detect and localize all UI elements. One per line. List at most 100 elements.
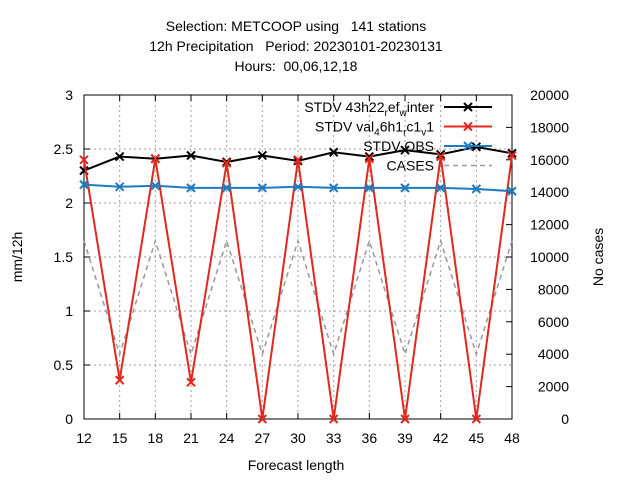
y2-tick-label: 2000 <box>538 379 569 395</box>
marker-stroke <box>150 181 161 191</box>
marker-stroke <box>328 147 339 157</box>
data-point <box>507 148 517 159</box>
x-axis-label: Forecast length <box>248 457 345 473</box>
x-tick-label: 21 <box>183 430 199 446</box>
data-point <box>257 150 268 161</box>
x-tick-label: 48 <box>504 430 520 446</box>
data-point <box>471 414 482 424</box>
grid <box>84 95 512 419</box>
marker-stroke <box>150 154 161 164</box>
data-point <box>114 182 125 192</box>
y-tick-label: 3 <box>65 87 73 103</box>
data-point <box>257 183 268 193</box>
series-group <box>79 142 517 424</box>
marker-stroke <box>435 183 446 193</box>
legend-label: STDV OBS <box>363 138 434 154</box>
series-stdv-obs <box>79 179 517 196</box>
marker-stroke <box>507 150 517 161</box>
data-point <box>400 145 410 155</box>
marker-stroke <box>364 183 375 193</box>
data-point <box>293 155 303 165</box>
data-point <box>293 182 303 192</box>
marker-stroke <box>463 121 473 132</box>
marker-stroke <box>79 179 89 190</box>
data-point <box>328 414 339 424</box>
marker-stroke <box>257 414 268 424</box>
data-point <box>186 150 196 161</box>
marker-stroke <box>186 183 196 193</box>
legend-marker <box>463 102 473 112</box>
data-point <box>435 149 446 160</box>
legend-label-part: inter <box>407 99 435 115</box>
legend-label-part: w <box>399 108 408 119</box>
data-point <box>150 154 161 164</box>
x-tick-label: 42 <box>433 430 449 446</box>
marker-stroke <box>364 154 375 164</box>
data-point <box>364 154 375 164</box>
data-point <box>221 183 232 193</box>
marker-stroke <box>364 151 375 162</box>
data-point <box>471 184 482 194</box>
legend-label-part: v <box>421 128 426 139</box>
y-tick-label: 2.5 <box>54 141 74 157</box>
legend-label-part: c1 <box>406 119 421 135</box>
y2-tick-label: 16000 <box>530 152 569 168</box>
chart-title-line-2: 12h Precipitation Period: 20230101-20230… <box>149 38 443 54</box>
y2-tick-label: 18000 <box>530 119 569 135</box>
marker-stroke <box>293 155 303 165</box>
legend-label-part: STDV val <box>315 119 374 135</box>
marker-stroke <box>463 141 473 151</box>
chart-title-line-1: Selection: METCOOP using 141 stations <box>166 18 426 34</box>
x-tick-label: 45 <box>469 430 485 446</box>
data-point <box>186 183 196 193</box>
data-point <box>400 414 410 424</box>
marker-stroke <box>114 151 125 162</box>
series-stdv-val-46h1-rc1-v1 <box>79 150 517 424</box>
data-point <box>114 375 125 385</box>
x-tick-label: 33 <box>326 430 342 446</box>
legend-marker <box>463 141 473 151</box>
marker-stroke <box>435 151 446 162</box>
y2-tick-label: 10000 <box>530 249 569 265</box>
marker-stroke <box>79 165 89 176</box>
marker-stroke <box>257 150 268 161</box>
legend-label-part: r <box>403 128 407 139</box>
data-point <box>186 377 196 387</box>
y-tick-label: 0.5 <box>54 357 74 373</box>
data-point <box>257 414 268 424</box>
chart-title-line-3: Hours: 00,06,12,18 <box>235 58 358 74</box>
y2-tick-label: 20000 <box>530 87 569 103</box>
data-point <box>507 186 517 196</box>
legend-marker <box>463 121 473 132</box>
x-tick-label: 12 <box>76 430 92 446</box>
data-point <box>435 151 446 162</box>
marker-stroke <box>507 186 517 196</box>
marker-stroke <box>328 414 339 424</box>
series-line <box>83 238 513 357</box>
marker-stroke <box>435 149 446 160</box>
marker-stroke <box>400 183 410 193</box>
marker-stroke <box>221 158 232 168</box>
y2-tick-label: 8000 <box>538 281 569 297</box>
y2-tick-label: 6000 <box>538 314 569 330</box>
legend-label-part: ef <box>388 99 400 115</box>
data-point <box>79 155 89 165</box>
series-cases <box>83 238 513 357</box>
data-point <box>435 183 446 193</box>
x-tick-label: 27 <box>255 430 271 446</box>
data-point <box>400 183 410 193</box>
marker-stroke <box>293 182 303 192</box>
marker-stroke <box>79 155 89 165</box>
legend-label-part: CASES <box>387 158 434 174</box>
y-tick-label: 1.5 <box>54 249 74 265</box>
legend-label-part: 1 <box>426 119 434 135</box>
y2-axis-label: No cases <box>590 228 606 286</box>
y2-tick-label: 12000 <box>530 217 569 233</box>
data-point <box>114 151 125 162</box>
marker-stroke <box>507 148 517 159</box>
marker-stroke <box>328 183 339 193</box>
marker-stroke <box>114 375 125 385</box>
y2-tick-label: 4000 <box>538 346 569 362</box>
x-tick-label: 36 <box>362 430 378 446</box>
legend-label: STDV val46h1rc1v1 <box>315 119 434 139</box>
